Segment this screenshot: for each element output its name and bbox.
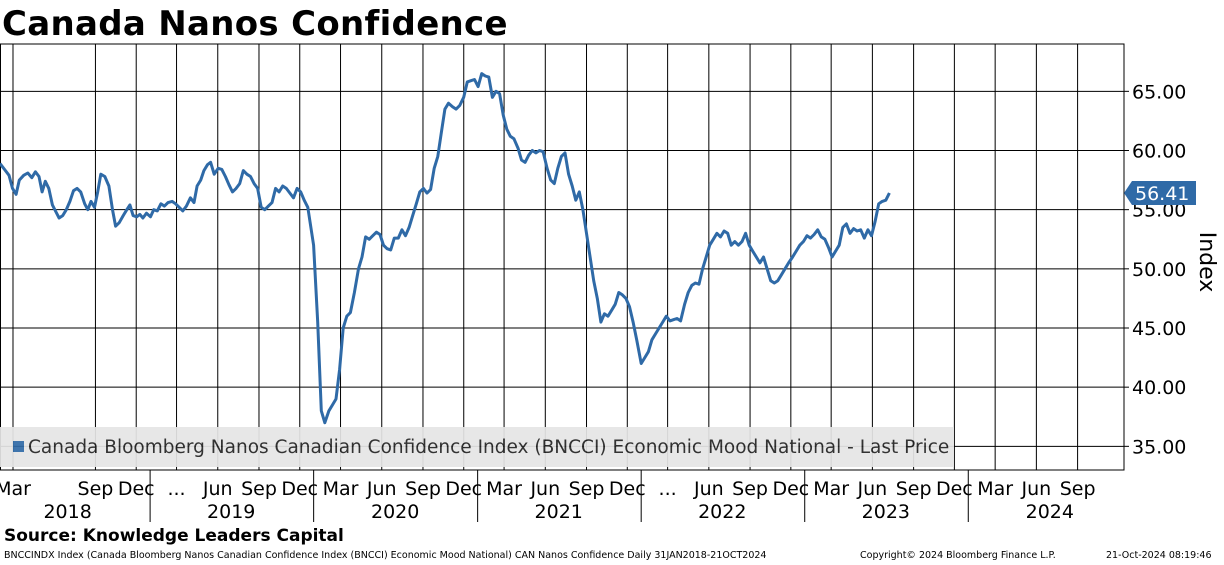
grid (0, 43, 1125, 471)
x-month-label: Sep (896, 478, 932, 500)
x-year-label: 2021 (535, 501, 583, 523)
x-month-label: Dec (936, 478, 973, 500)
y-tick-label: 45.00 (1132, 318, 1186, 340)
x-month-label: Sep (569, 478, 605, 500)
source-note: Source: Knowledge Leaders Capital (4, 526, 344, 546)
x-month-label: Mar (323, 478, 359, 500)
x-month-label: Jun (529, 478, 560, 500)
x-year-label: 2018 (43, 501, 91, 523)
x-year-label: 2019 (207, 501, 255, 523)
x-month-label: Sep (241, 478, 277, 500)
x-month-label: Jun (202, 478, 233, 500)
x-month-label: Mar (0, 478, 31, 500)
x-month-label: Sep (732, 478, 768, 500)
y-tick-label: 35.00 (1132, 436, 1186, 458)
x-year-label: 2024 (1026, 501, 1074, 523)
x-month-label: Dec (609, 478, 646, 500)
y-axis: 35.00 40.00 45.00 50.00 55.00 60.00 65.00 Index (1124, 81, 1219, 458)
x-month-label: Mar (977, 478, 1013, 500)
x-month-label: Dec (445, 478, 482, 500)
x-axis: Mar Sep Dec... Jun Sep Dec Mar Jun Sep Dec Mar Jun S… (0, 470, 1096, 523)
x-month-label: Sep (405, 478, 441, 500)
x-month-label: Jun (857, 478, 888, 500)
plot-frame (0, 43, 1125, 471)
y-axis-label: Index (1194, 232, 1219, 293)
footer-timestamp: 21-Oct-2024 08:19:46 (1106, 550, 1212, 561)
series-layer (0, 72, 891, 425)
x-month-label: Dec (118, 478, 155, 500)
legend-label: Canada Bloomberg Nanos Canadian Confiden… (28, 437, 950, 458)
last-value-label-group: 56.41 (1124, 180, 1196, 205)
footer-description: BNCCINDX Index (Canada Bloomberg Nanos C… (4, 550, 767, 561)
y-tick-label: 40.00 (1132, 377, 1186, 399)
legend: Canada Bloomberg Nanos Canadian Confiden… (0, 427, 954, 467)
legend-swatch (13, 441, 24, 452)
x-month-label: Sep (1060, 478, 1096, 500)
x-month-label: ... (167, 478, 185, 500)
x-month-label: Mar (813, 478, 849, 500)
x-month-label: Dec (281, 478, 318, 500)
chart-title: Canada Nanos Confidence (2, 4, 508, 44)
series-line (0, 72, 891, 425)
x-month-label: Sep (78, 478, 114, 500)
last-value-badge (1124, 180, 1196, 205)
x-year-label: 2022 (698, 501, 746, 523)
footer-copyright: Copyright© 2024 Bloomberg Finance L.P. (860, 550, 1056, 561)
x-month-label: Jun (1021, 478, 1052, 500)
y-tick-label: 65.00 (1132, 81, 1186, 103)
y-tick-label: 55.00 (1132, 200, 1186, 222)
y-tick-label: 50.00 (1132, 259, 1186, 281)
y-tick-label: 60.00 (1132, 141, 1186, 163)
x-month-label: Dec (772, 478, 809, 500)
x-month-label: ... (659, 478, 677, 500)
x-month-label: Jun (693, 478, 724, 500)
x-month-label: Mar (486, 478, 522, 500)
x-month-label: Jun (366, 478, 397, 500)
x-year-label: 2023 (862, 501, 910, 523)
last-value-label: 56.41 (1135, 183, 1189, 205)
x-year-label: 2020 (371, 501, 419, 523)
